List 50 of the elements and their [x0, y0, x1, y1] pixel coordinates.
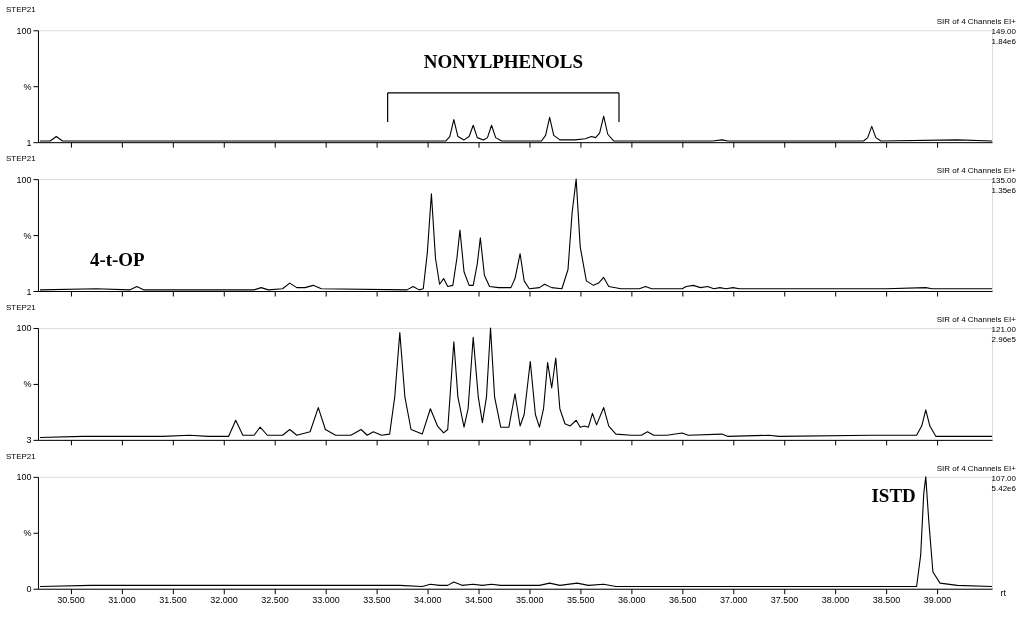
- chart-subtitle: SIR of 4 Channels EI+: [936, 314, 1017, 324]
- x-axis-title: rt: [1000, 588, 1007, 599]
- x-tick-label: 37.000: [719, 595, 748, 606]
- y-tick-label: %: [23, 230, 32, 241]
- x-tick-label: 33.000: [312, 595, 340, 606]
- x-tick-label: 35.000: [516, 595, 544, 606]
- y-tick-label: 100: [16, 323, 32, 334]
- chart-title: STEP21: [5, 5, 37, 15]
- y-tick-label: 100: [16, 472, 32, 483]
- annotation: 1.84e6: [991, 37, 1017, 47]
- annotation: 121.00: [991, 324, 1017, 334]
- y-tick-label: 100: [16, 25, 32, 36]
- x-tick-label: 32.500: [261, 595, 289, 606]
- annotation: NONYLPHENOLS: [423, 50, 583, 72]
- annotation: 135.00: [991, 176, 1017, 186]
- annotation: 2.96e5: [991, 334, 1017, 344]
- x-tick-label: 34.000: [414, 595, 442, 606]
- y-tick-label: %: [23, 81, 32, 92]
- y-tick-label: %: [23, 379, 32, 390]
- y-tick-label: %: [23, 528, 32, 539]
- chart-subtitle: SIR of 4 Channels EI+: [936, 17, 1017, 27]
- y-tick-label: 3: [26, 435, 32, 446]
- x-tick-label: 36.500: [668, 595, 697, 606]
- chart-title: STEP21: [5, 154, 37, 164]
- x-tick-label: 30.500: [57, 595, 85, 606]
- annotation: 5.42e6: [991, 483, 1017, 493]
- annotation: 4-t-OP: [89, 248, 146, 270]
- x-tick-label: 36.000: [617, 595, 646, 606]
- y-tick-label: 100: [16, 174, 32, 185]
- x-tick-label: 32.000: [210, 595, 238, 606]
- x-tick-label: 31.000: [108, 595, 136, 606]
- x-tick-label: 35.500: [566, 595, 595, 606]
- y-tick-label: 1: [26, 137, 32, 148]
- chart-title: STEP21: [5, 451, 37, 461]
- annotation: 149.00: [991, 27, 1017, 37]
- x-tick-label: 39.000: [923, 595, 952, 606]
- y-tick-label: 0: [26, 584, 32, 595]
- x-tick-label: 38.000: [821, 595, 850, 606]
- x-tick-label: 37.500: [770, 595, 799, 606]
- x-tick-label: 38.500: [872, 595, 901, 606]
- x-tick-label: 33.500: [363, 595, 391, 606]
- chart-title: STEP21: [5, 303, 37, 312]
- y-tick-label: 1: [26, 286, 32, 297]
- chart-subtitle: SIR of 4 Channels EI+: [936, 463, 1017, 473]
- annotation: 1.35e6: [991, 186, 1017, 196]
- chart-subtitle: SIR of 4 Channels EI+: [936, 166, 1017, 176]
- x-tick-label: 34.500: [465, 595, 493, 606]
- annotation: ISTD: [871, 484, 916, 506]
- annotation: 107.00: [991, 473, 1017, 483]
- x-tick-label: 31.500: [159, 595, 187, 606]
